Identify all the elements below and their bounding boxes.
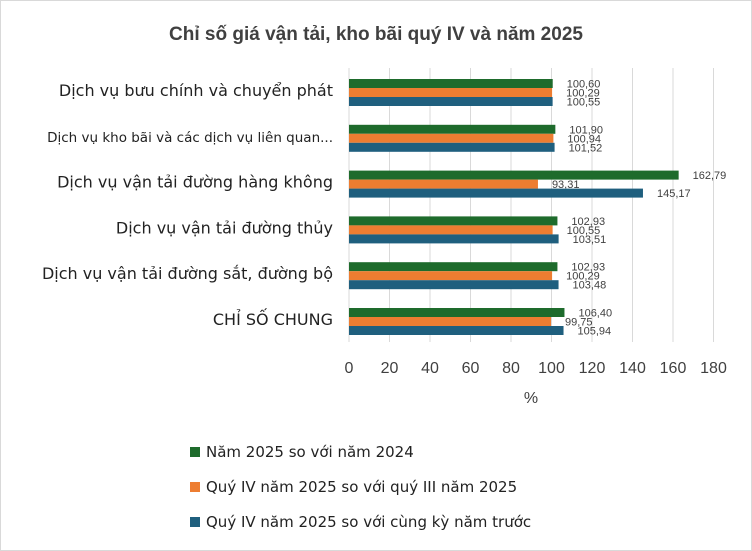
gridlines	[348, 68, 714, 342]
x-tick-label: 80	[502, 360, 520, 377]
bar-series-3	[349, 97, 553, 106]
data-label: 105,94	[578, 326, 612, 338]
legend-swatch	[190, 482, 200, 492]
legend-swatch	[190, 447, 200, 457]
legend-label: Năm 2025 so với năm 2024	[206, 443, 414, 461]
x-tick-label: 40	[421, 360, 439, 377]
x-tick-label: 20	[381, 360, 399, 377]
bar-series-1	[349, 216, 558, 226]
data-label: 101,52	[569, 142, 603, 154]
x-tick-label: 60	[462, 360, 480, 377]
category-label: Dịch vụ vận tải đường thủy	[116, 218, 333, 237]
data-label: 101,90	[569, 124, 603, 136]
data-label: 93,31	[552, 179, 580, 191]
category-label: Dịch vụ kho bãi và các dịch vụ liên quan…	[47, 130, 333, 146]
chart-title: Chỉ số giá vận tải, kho bãi quý IV và nă…	[169, 24, 583, 45]
category-label: Dịch vụ vận tải đường hàng không	[57, 173, 333, 192]
category-labels: Dịch vụ bưu chính và chuyển phát Dịch vụ …	[42, 81, 333, 329]
bar-series-2	[349, 225, 553, 235]
data-label: 102,93	[571, 216, 605, 228]
bar-series-1	[349, 170, 679, 180]
bar-series-2	[349, 88, 553, 97]
data-label: 99,75	[565, 317, 593, 329]
legend-label: Quý IV năm 2025 so với cùng kỳ năm trước	[206, 513, 531, 531]
category-label: CHỈ SỐ CHUNG	[213, 308, 333, 329]
legend-swatch	[190, 517, 200, 527]
data-label: 162,79	[693, 170, 727, 182]
data-label: 100,55	[567, 225, 601, 237]
x-axis-label: %	[524, 390, 538, 407]
bar-series-3	[349, 142, 555, 152]
data-label: 100,55	[567, 97, 601, 109]
x-tick-label: 160	[660, 360, 687, 377]
bar-series-2	[349, 179, 538, 189]
bar-series-3	[349, 280, 559, 290]
bar-series-1	[349, 79, 553, 88]
category-label: Dịch vụ vận tải đường sắt, đường bộ	[42, 264, 333, 283]
x-axis-ticks: 0 20 40 60 80 100 120 140 160 180	[345, 360, 727, 377]
data-label: 102,93	[571, 262, 605, 274]
x-tick-label: 0	[345, 360, 354, 377]
data-label: 100,94	[567, 133, 601, 145]
bar-series-1	[349, 308, 565, 317]
x-tick-label: 140	[619, 360, 646, 377]
bar-series-3	[349, 188, 643, 198]
data-label: 100,60	[567, 79, 601, 91]
data-label: 100,29	[566, 88, 600, 100]
data-label: 145,17	[657, 188, 691, 200]
bar-series-2	[349, 133, 554, 143]
x-tick-label: 120	[579, 360, 606, 377]
data-label: 103,51	[573, 234, 607, 246]
legend-label: Quý IV năm 2025 so với quý III năm 2025	[206, 478, 517, 496]
x-tick-label: 100	[538, 360, 565, 377]
x-tick-label: 180	[700, 360, 727, 377]
bar-series-1	[349, 262, 558, 272]
bars: 100,60100,29100,55101,90100,94101,52162,…	[349, 79, 726, 338]
bar-series-2	[349, 271, 553, 281]
data-label: 100,29	[566, 271, 600, 283]
bar-series-1	[349, 124, 556, 134]
bar-series-3	[349, 234, 559, 244]
category-label: Dịch vụ bưu chính và chuyển phát	[59, 81, 333, 100]
data-label: 103,48	[573, 280, 607, 292]
bar-series-3	[349, 326, 564, 335]
legend: Năm 2025 so với năm 2024 Quý IV năm 2025 …	[190, 443, 531, 531]
bar-series-2	[349, 317, 551, 326]
data-label: 106,40	[578, 308, 612, 320]
